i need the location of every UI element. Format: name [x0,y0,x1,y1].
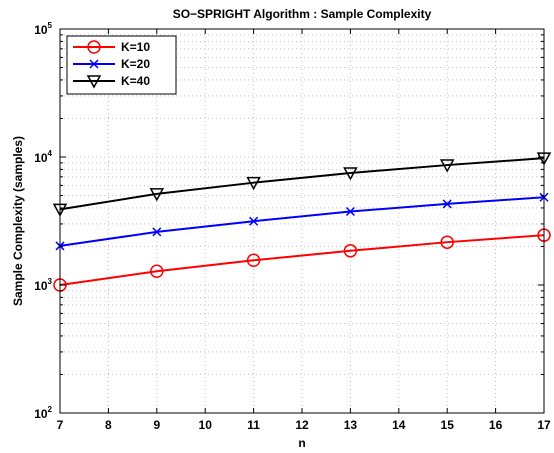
marker-stroke [89,59,99,69]
marker-stroke [249,216,259,226]
x-tick-label: 17 [537,418,551,432]
legend-label: K=40 [121,74,150,88]
legend-entry: K=20 [73,57,150,71]
x-tick-label: 8 [105,418,112,432]
data-point-k-20 [442,199,452,209]
data-point-k-10 [150,264,164,279]
x-tick-label: 13 [344,418,358,432]
legend-marker [86,75,102,89]
legend-entry: K=40 [73,74,150,89]
y-tick-exponent: 2 [48,405,53,414]
legend: K=10 K=20 K=40 [66,35,177,95]
marker-stroke [345,206,355,217]
y-tick-exponent: 5 [48,21,53,30]
data-point-k-40 [439,159,455,173]
y-axis-label: Sample Complexity (samples) [11,136,25,306]
data-point-k-40 [246,176,261,191]
y-tick-label: 104 [34,149,52,165]
x-axis-label: n [298,436,305,450]
x-tick-label: 14 [392,418,406,432]
series-k-40 [52,152,552,217]
chart-title: SO−SPRIGHT Algorithm : Sample Complexity [173,7,432,21]
ticks [59,28,545,414]
data-point-k-10 [440,235,454,249]
legend-label: K=10 [121,40,150,54]
data-point-k-40 [149,188,165,202]
y-tick-label: 102 [34,405,52,421]
x-tick-label: 15 [441,418,455,432]
x-tick-label: 10 [199,418,213,432]
x-tick-label: 7 [57,418,64,432]
x-tick-label: 12 [295,418,309,432]
legend-entry: K=10 [73,40,150,54]
data-point-k-20 [152,227,162,237]
data-point-k-10 [246,253,261,268]
y-tick-exponent: 4 [48,149,53,158]
y-tick-label: 103 [34,277,52,293]
y-tick-base: 10 [34,407,48,421]
y-tick-base: 10 [34,279,48,293]
marker-stroke [442,199,452,209]
y-tick-exponent: 3 [48,277,53,286]
series-line-k-40 [59,157,545,211]
data-point-k-20 [249,216,259,226]
series-line-k-10 [59,234,545,286]
data-point-k-20 [345,206,355,217]
data-point-k-40 [343,167,358,181]
data-point-k-10 [343,244,358,258]
y-tick-base: 10 [34,23,48,37]
series-line-k-20 [59,196,545,247]
x-tick-label: 9 [153,418,160,432]
legend-marker [87,40,101,54]
legend-label: K=20 [121,57,150,71]
x-tick-label: 16 [489,418,503,432]
marker-stroke [152,227,162,237]
x-tick-label: 11 [247,418,260,432]
y-tick-base: 10 [34,151,48,165]
y-tick-label: 105 [34,21,52,37]
legend-marker [89,59,99,69]
